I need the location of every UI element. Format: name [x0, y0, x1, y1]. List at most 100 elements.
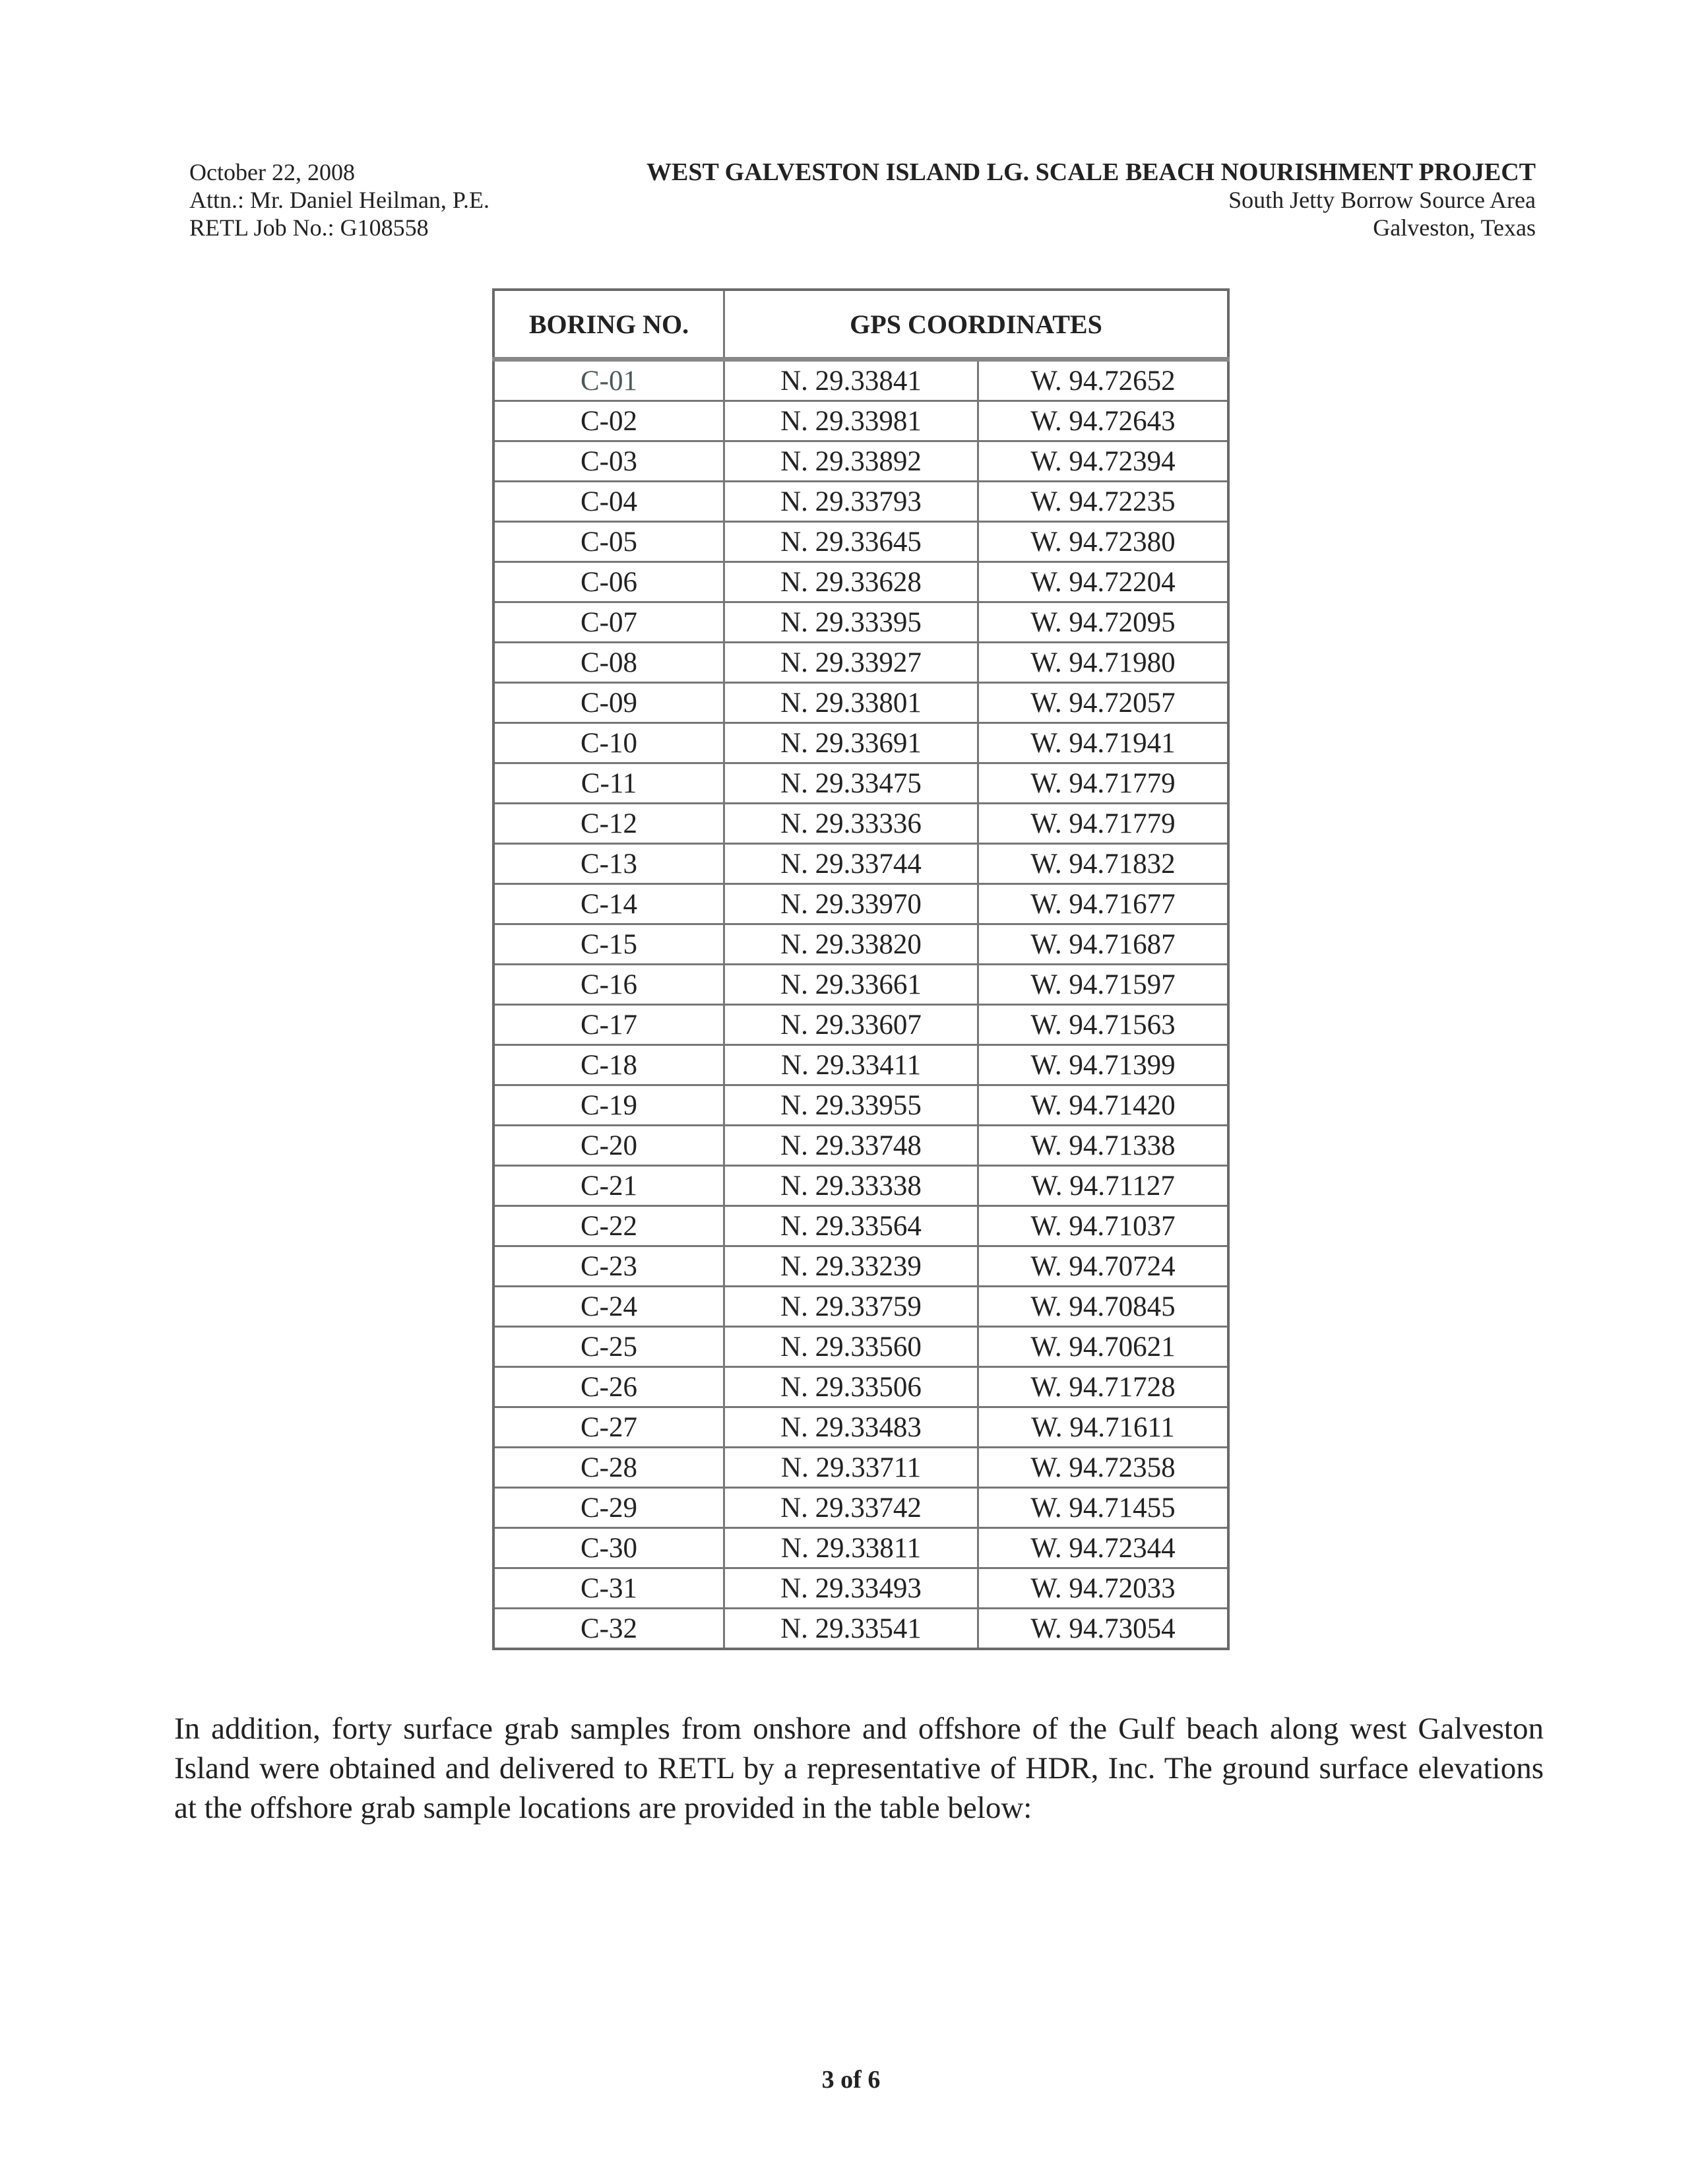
latitude-cell: N. 29.33483 — [723, 1406, 979, 1448]
latitude-cell: N. 29.33820 — [723, 923, 979, 965]
table-row: C-15 N. 29.33820 W. 94.71687 — [492, 923, 1230, 965]
boring-no-cell: C-32 — [492, 1607, 725, 1650]
boring-no-cell: C-31 — [492, 1567, 725, 1609]
table-row: C-04 N. 29.33793 W. 94.72235 — [492, 480, 1230, 523]
longitude-cell: W. 94.71779 — [977, 802, 1230, 845]
latitude-cell: N. 29.33493 — [723, 1567, 979, 1609]
boring-no-cell: C-07 — [492, 601, 725, 643]
table-row: C-06 N. 29.33628 W. 94.72204 — [492, 561, 1230, 603]
boring-no-cell: C-25 — [492, 1326, 725, 1368]
longitude-cell: W. 94.71832 — [977, 843, 1230, 885]
longitude-cell: W. 94.71677 — [977, 883, 1230, 925]
boring-no-cell: C-24 — [492, 1285, 725, 1328]
latitude-cell: N. 29.33742 — [723, 1487, 979, 1529]
table-row: C-18 N. 29.33411 W. 94.71399 — [492, 1044, 1230, 1086]
table-row: C-09 N. 29.33801 W. 94.72057 — [492, 682, 1230, 724]
boring-no-cell: C-11 — [492, 762, 725, 804]
latitude-cell: N. 29.33541 — [723, 1607, 979, 1650]
latitude-cell: N. 29.33748 — [723, 1124, 979, 1167]
table-row: C-01 N. 29.33841 W. 94.72652 — [492, 358, 1230, 402]
latitude-cell: N. 29.33338 — [723, 1165, 979, 1207]
attention-line: Attn.: Mr. Daniel Heilman, P.E. — [189, 187, 489, 213]
longitude-cell: W. 94.72033 — [977, 1567, 1230, 1609]
boring-no-cell: C-02 — [492, 400, 725, 442]
table-row: C-19 N. 29.33955 W. 94.71420 — [492, 1084, 1230, 1126]
longitude-cell: W. 94.70724 — [977, 1245, 1230, 1287]
longitude-cell: W. 94.71338 — [977, 1124, 1230, 1167]
table-row: C-21 N. 29.33338 W. 94.71127 — [492, 1165, 1230, 1207]
boring-no-cell: C-06 — [492, 561, 725, 603]
longitude-cell: W. 94.70621 — [977, 1326, 1230, 1368]
latitude-cell: N. 29.33560 — [723, 1326, 979, 1368]
latitude-cell: N. 29.33645 — [723, 521, 979, 563]
longitude-cell: W. 94.72344 — [977, 1527, 1230, 1569]
table-body: C-01 N. 29.33841 W. 94.72652 C-02 N. 29.3398… — [492, 358, 1230, 1650]
latitude-cell: N. 29.33628 — [723, 561, 979, 603]
latitude-cell: N. 29.33395 — [723, 601, 979, 643]
longitude-cell: W. 94.72643 — [977, 400, 1230, 442]
longitude-cell: W. 94.73054 — [977, 1607, 1230, 1650]
longitude-cell: W. 94.71779 — [977, 762, 1230, 804]
table-row: C-10 N. 29.33691 W. 94.71941 — [492, 722, 1230, 764]
latitude-cell: N. 29.33711 — [723, 1446, 979, 1489]
gps-coordinates-table: BORING NO. GPS COORDINATES C-01 N. 29.338… — [492, 288, 1230, 1650]
boring-no-cell: C-16 — [492, 963, 725, 1006]
boring-no-cell: C-05 — [492, 521, 725, 563]
latitude-cell: N. 29.33411 — [723, 1044, 979, 1086]
table-row: C-28 N. 29.33711 W. 94.72358 — [492, 1446, 1230, 1489]
latitude-cell: N. 29.33892 — [723, 440, 979, 482]
latitude-cell: N. 29.33841 — [723, 358, 979, 402]
table-row: C-12 N. 29.33336 W. 94.71779 — [492, 802, 1230, 845]
project-subtitle: South Jetty Borrow Source Area — [1228, 187, 1536, 213]
table-row: C-26 N. 29.33506 W. 94.71728 — [492, 1366, 1230, 1408]
longitude-cell: W. 94.72358 — [977, 1446, 1230, 1489]
boring-no-cell: C-29 — [492, 1487, 725, 1529]
boring-no-cell: C-10 — [492, 722, 725, 764]
table-row: C-05 N. 29.33645 W. 94.72380 — [492, 521, 1230, 563]
job-number: RETL Job No.: G108558 — [189, 214, 429, 241]
table-row: C-30 N. 29.33811 W. 94.72344 — [492, 1527, 1230, 1569]
longitude-cell: W. 94.71941 — [977, 722, 1230, 764]
longitude-cell: W. 94.71728 — [977, 1366, 1230, 1408]
boring-no-cell: C-30 — [492, 1527, 725, 1569]
boring-no-cell: C-17 — [492, 1004, 725, 1046]
longitude-cell: W. 94.71687 — [977, 923, 1230, 965]
boring-no-cell: C-12 — [492, 802, 725, 845]
boring-no-header: BORING NO. — [492, 288, 725, 362]
table-row: C-03 N. 29.33892 W. 94.72394 — [492, 440, 1230, 482]
latitude-cell: N. 29.33981 — [723, 400, 979, 442]
boring-no-cell: C-13 — [492, 843, 725, 885]
boring-no-cell: C-08 — [492, 641, 725, 684]
longitude-cell: W. 94.71980 — [977, 641, 1230, 684]
longitude-cell: W. 94.72235 — [977, 480, 1230, 523]
table-row: C-32 N. 29.33541 W. 94.73054 — [492, 1607, 1230, 1650]
table-row: C-14 N. 29.33970 W. 94.71677 — [492, 883, 1230, 925]
table-row: C-29 N. 29.33742 W. 94.71455 — [492, 1487, 1230, 1529]
boring-no-cell: C-27 — [492, 1406, 725, 1448]
longitude-cell: W. 94.72394 — [977, 440, 1230, 482]
table-row: C-24 N. 29.33759 W. 94.70845 — [492, 1285, 1230, 1328]
latitude-cell: N. 29.33506 — [723, 1366, 979, 1408]
table-row: C-11 N. 29.33475 W. 94.71779 — [492, 762, 1230, 804]
latitude-cell: N. 29.33744 — [723, 843, 979, 885]
longitude-cell: W. 94.72095 — [977, 601, 1230, 643]
longitude-cell: W. 94.72380 — [977, 521, 1230, 563]
longitude-cell: W. 94.71127 — [977, 1165, 1230, 1207]
latitude-cell: N. 29.33793 — [723, 480, 979, 523]
boring-no-cell: C-04 — [492, 480, 725, 523]
latitude-cell: N. 29.33475 — [723, 762, 979, 804]
header-right: WEST GALVESTON ISLAND LG. SCALE BEACH NO… — [646, 158, 1536, 241]
latitude-cell: N. 29.33811 — [723, 1527, 979, 1569]
boring-no-cell: C-03 — [492, 440, 725, 482]
latitude-cell: N. 29.33336 — [723, 802, 979, 845]
boring-no-cell: C-14 — [492, 883, 725, 925]
boring-no-cell: C-22 — [492, 1205, 725, 1247]
latitude-cell: N. 29.33661 — [723, 963, 979, 1006]
boring-no-cell: C-19 — [492, 1084, 725, 1126]
boring-no-cell: C-23 — [492, 1245, 725, 1287]
table-header-row: BORING NO. GPS COORDINATES — [492, 288, 1230, 362]
table-row: C-20 N. 29.33748 W. 94.71338 — [492, 1124, 1230, 1167]
table-row: C-07 N. 29.33395 W. 94.72095 — [492, 601, 1230, 643]
latitude-cell: N. 29.33564 — [723, 1205, 979, 1247]
header-left: October 22, 2008 Attn.: Mr. Daniel Heilm… — [189, 158, 489, 241]
